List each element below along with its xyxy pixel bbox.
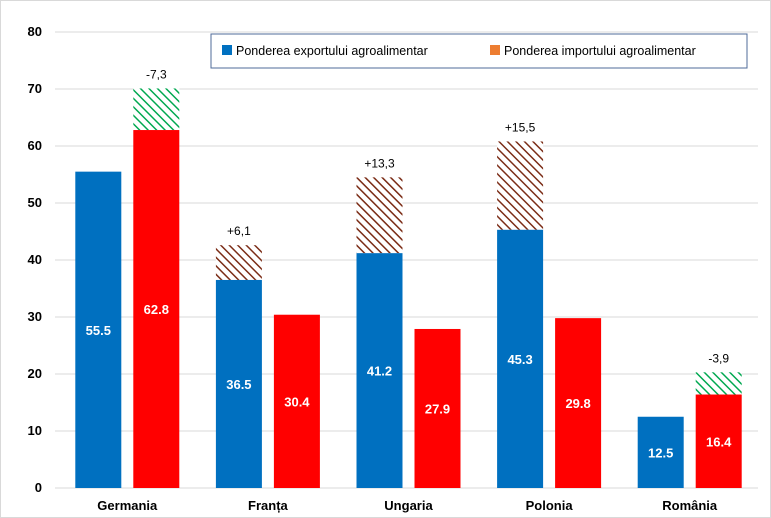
- legend: Ponderea exportului agroalimentar Ponder…: [210, 33, 748, 69]
- legend-swatch-import: [490, 45, 500, 55]
- y-tick-label: 40: [28, 252, 42, 267]
- legend-swatch-export: [222, 45, 232, 55]
- bar-export-romania: [637, 416, 684, 488]
- value-label-export: 45.3: [507, 352, 532, 367]
- legend-label-import: Ponderea importului agroalimentar: [504, 44, 696, 58]
- bar-import-romania: [695, 394, 742, 488]
- x-category-label: Ungaria: [384, 498, 433, 513]
- difference-label: -7,3: [146, 67, 167, 81]
- y-axis-ticks: 0 10 20 30 40 50 60 70 80: [28, 24, 42, 495]
- bar-export-germania: [75, 171, 122, 488]
- y-tick-label: 0: [35, 480, 42, 495]
- bar-import-polonia: [555, 318, 602, 488]
- x-category-label: România: [662, 498, 718, 513]
- x-category-label: Franța: [248, 498, 289, 513]
- y-tick-label: 60: [28, 138, 42, 153]
- value-label-import: 62.8: [144, 302, 169, 317]
- value-label-export: 36.5: [226, 377, 251, 392]
- x-category-label: Polonia: [526, 498, 574, 513]
- bar-import-franta: [273, 314, 320, 488]
- difference-hatch-franta: [215, 245, 262, 280]
- difference-hatch-polonia: [497, 141, 544, 230]
- difference-labels: -7,3 +6,1 +13,3 +15,5 -3,9: [146, 67, 729, 365]
- bars: [75, 130, 742, 489]
- y-tick-label: 10: [28, 423, 42, 438]
- bar-export-polonia: [497, 229, 544, 489]
- difference-hatch-ungaria: [356, 177, 403, 254]
- difference-hatch-romania: [695, 372, 742, 395]
- bar-import-ungaria: [414, 328, 461, 488]
- difference-label: +15,5: [505, 120, 536, 134]
- y-tick-label: 50: [28, 195, 42, 210]
- value-label-import: 30.4: [284, 394, 310, 409]
- difference-hatch-germania: [133, 88, 180, 131]
- value-label-import: 16.4: [706, 434, 732, 449]
- y-tick-label: 70: [28, 81, 42, 96]
- value-labels: 55.5 62.8 36.5 30.4 41.2 27.9 45.3 29.8 12.5 16.4: [86, 302, 732, 460]
- y-tick-label: 30: [28, 309, 42, 324]
- legend-label-export: Ponderea exportului agroalimentar: [236, 44, 428, 58]
- difference-label: +6,1: [227, 224, 251, 238]
- bar-export-franta: [215, 279, 262, 488]
- difference-hatch-bars: [133, 88, 742, 395]
- difference-label: +13,3: [364, 156, 395, 170]
- y-tick-label: 20: [28, 366, 42, 381]
- legend-box: [210, 33, 748, 69]
- value-label-export: 12.5: [648, 445, 673, 460]
- x-category-label: Germania: [97, 498, 158, 513]
- difference-label: -3,9: [708, 351, 729, 365]
- value-label-export: 41.2: [367, 364, 392, 379]
- value-label-import: 27.9: [425, 401, 450, 416]
- bar-export-ungaria: [356, 253, 403, 488]
- value-label-import: 29.8: [565, 396, 590, 411]
- x-axis-categories: Germania Franța Ungaria Polonia România: [97, 498, 718, 513]
- value-label-export: 55.5: [86, 323, 111, 338]
- y-tick-label: 80: [28, 24, 42, 39]
- bar-import-germania: [133, 130, 180, 489]
